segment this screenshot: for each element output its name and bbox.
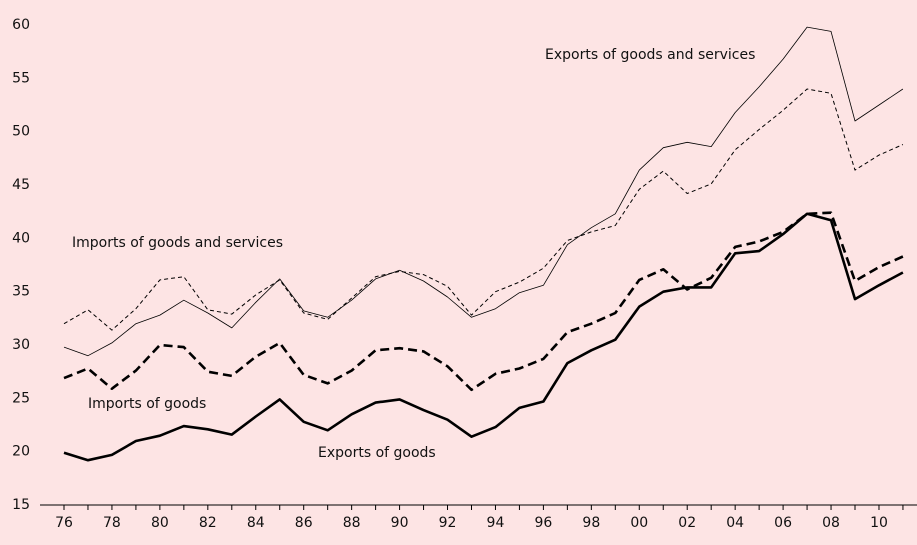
y-tick-label: 20 — [12, 444, 30, 460]
series-label: Exports of goods and services — [545, 47, 755, 63]
x-tick-label: 10 — [870, 515, 888, 531]
x-tick-label: 86 — [295, 515, 313, 531]
series-line — [63, 88, 904, 331]
series-line — [63, 26, 904, 357]
series-label: Imports of goods and services — [72, 235, 283, 251]
x-tick-label: 96 — [534, 515, 552, 531]
x-tick-label: 78 — [103, 515, 121, 531]
y-tick-label: 35 — [12, 284, 30, 300]
x-tick-label: 88 — [343, 515, 361, 531]
y-tick-label: 30 — [12, 337, 30, 353]
series-label: Imports of goods — [88, 396, 206, 412]
x-tick-label: 08 — [822, 515, 840, 531]
x-tick-label: 90 — [391, 515, 409, 531]
x-tick-label: 94 — [487, 515, 505, 531]
series-label: Exports of goods — [318, 445, 436, 461]
x-tick-label: 82 — [199, 515, 217, 531]
y-tick-label: 60 — [12, 17, 30, 33]
y-tick-label: 45 — [12, 177, 30, 193]
y-tick-label: 15 — [12, 497, 30, 513]
x-tick-label: 06 — [774, 515, 792, 531]
y-tick-label: 25 — [12, 390, 30, 406]
x-tick-label: 80 — [151, 515, 169, 531]
x-tick-label: 02 — [678, 515, 696, 531]
x-tick-label: 00 — [630, 515, 648, 531]
x-tick-label: 92 — [439, 515, 457, 531]
series-line — [63, 212, 904, 462]
y-tick-label: 40 — [12, 230, 30, 246]
x-tick-label: 84 — [247, 515, 265, 531]
series-line — [63, 211, 904, 392]
x-tick-label: 76 — [55, 515, 73, 531]
x-tick-label: 04 — [726, 515, 744, 531]
y-tick-label: 55 — [12, 70, 30, 86]
y-tick-label: 50 — [12, 124, 30, 140]
x-tick-label: 98 — [582, 515, 600, 531]
